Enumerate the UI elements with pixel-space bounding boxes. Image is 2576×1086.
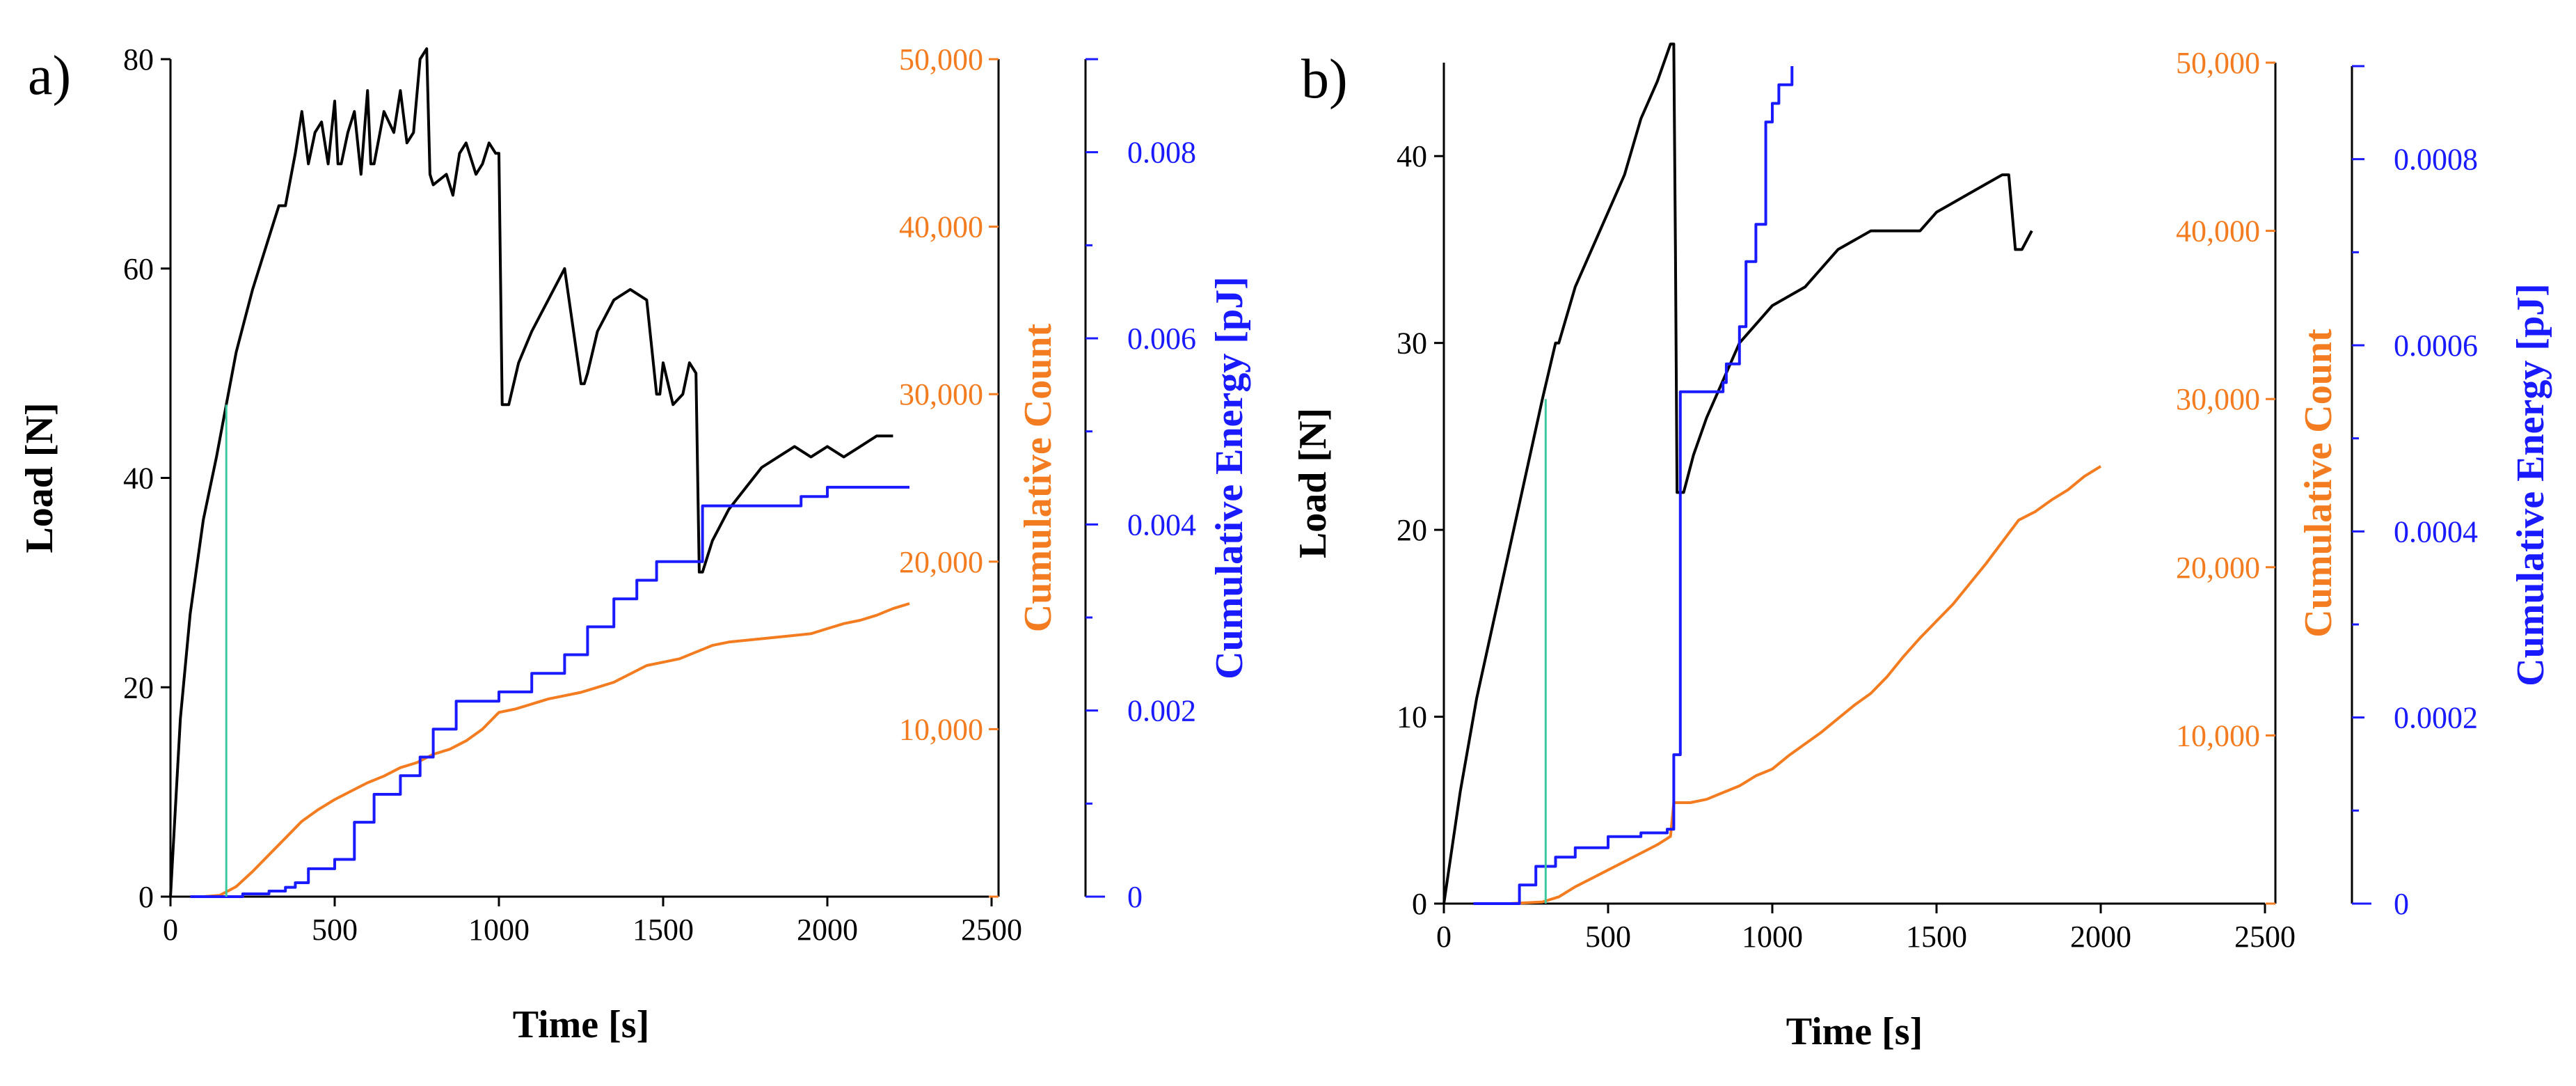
energy-tick-label: 0.002 [1127, 694, 1196, 728]
energy-tick-label: 0.0004 [2394, 514, 2478, 549]
panel-label: a) [28, 45, 71, 107]
load-tick-label: 10 [1397, 700, 1427, 734]
load-tick-label: 20 [123, 670, 154, 705]
count-tick-label: 10,000 [2176, 718, 2260, 753]
load-series [169, 47, 893, 897]
panel-label: b) [1301, 49, 1348, 110]
x-tick-label: 0 [1436, 920, 1452, 954]
load-tick-label: 80 [123, 42, 154, 77]
x-tick-label: 2000 [797, 913, 858, 947]
count-axis-title: Cumulative Count [2297, 329, 2340, 638]
cumulative-count-series [1473, 465, 2102, 905]
load-tick-label: 60 [123, 252, 154, 286]
count-tick-label: 30,000 [2176, 382, 2260, 416]
count-tick-label: 40,000 [899, 210, 983, 244]
load-tick-label: 20 [1397, 513, 1427, 547]
cumulative-energy-series [1473, 66, 1794, 905]
panel-a: a) 0 500 1000 1500 2000 2500 Time [s] 0 20 40 60 80 L… [18, 42, 1251, 1046]
x-tick-label: 500 [1585, 920, 1631, 954]
cumulative-count-series [190, 602, 910, 898]
x-tick-label: 1500 [633, 913, 694, 947]
load-tick-label: 0 [138, 880, 154, 914]
energy-axis-title: Cumulative Energy [pJ] [2509, 283, 2552, 686]
cumulative-energy-series [190, 485, 909, 898]
load-tick-label: 40 [123, 462, 154, 496]
x-tick-label: 0 [163, 913, 178, 947]
count-tick-label: 50,000 [899, 42, 983, 77]
x-tick-label: 500 [312, 913, 358, 947]
x-axis-title: Time [s] [513, 1003, 650, 1046]
panel-b: b) 0 500 1000 1500 2000 2500 Time [s] 0 10 20 30 40 L… [1291, 42, 2552, 1053]
count-tick-label: 20,000 [899, 545, 983, 579]
energy-tick-label: 0 [2394, 887, 2409, 921]
count-tick-label: 50,000 [2176, 46, 2260, 80]
x-tick-label: 2500 [2234, 920, 2296, 954]
load-series [1442, 42, 2033, 904]
load-axis-title: Load [N] [1291, 408, 1335, 558]
energy-tick-label: 0.006 [1127, 322, 1196, 356]
load-tick-label: 0 [1412, 887, 1427, 921]
energy-tick-label: 0.0006 [2394, 329, 2478, 363]
count-axis-title: Cumulative Count [1017, 323, 1060, 632]
count-tick-label: 30,000 [899, 377, 983, 411]
count-tick-label: 40,000 [2176, 214, 2260, 249]
energy-axis-title: Cumulative Energy [pJ] [1208, 276, 1251, 679]
energy-tick-label: 0 [1127, 880, 1143, 914]
x-tick-label: 2500 [961, 913, 1022, 947]
x-tick-label: 1000 [1742, 920, 1803, 954]
count-tick-label: 10,000 [899, 712, 983, 746]
load-tick-label: 30 [1397, 326, 1427, 361]
x-tick-label: 1500 [1906, 920, 1967, 954]
x-tick-label: 1000 [468, 913, 530, 947]
energy-tick-label: 0.004 [1127, 507, 1196, 542]
count-tick-label: 20,000 [2176, 551, 2260, 585]
load-axis-title: Load [N] [18, 402, 61, 553]
x-tick-label: 2000 [2070, 920, 2131, 954]
energy-tick-label: 0.0008 [2394, 143, 2478, 177]
load-tick-label: 40 [1397, 139, 1427, 173]
x-axis-title: Time [s] [1786, 1010, 1923, 1053]
energy-tick-label: 0.0002 [2394, 701, 2478, 735]
energy-tick-label: 0.008 [1127, 136, 1196, 170]
